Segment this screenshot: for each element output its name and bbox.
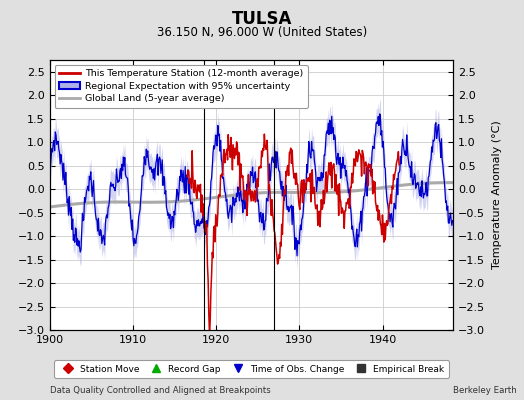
Text: TULSA: TULSA [232, 10, 292, 28]
Y-axis label: Temperature Anomaly (°C): Temperature Anomaly (°C) [492, 121, 502, 269]
Text: 36.150 N, 96.000 W (United States): 36.150 N, 96.000 W (United States) [157, 26, 367, 39]
Legend: Station Move, Record Gap, Time of Obs. Change, Empirical Break: Station Move, Record Gap, Time of Obs. C… [54, 360, 449, 378]
Text: Data Quality Controlled and Aligned at Breakpoints: Data Quality Controlled and Aligned at B… [50, 386, 270, 395]
Text: Berkeley Earth: Berkeley Earth [453, 386, 517, 395]
